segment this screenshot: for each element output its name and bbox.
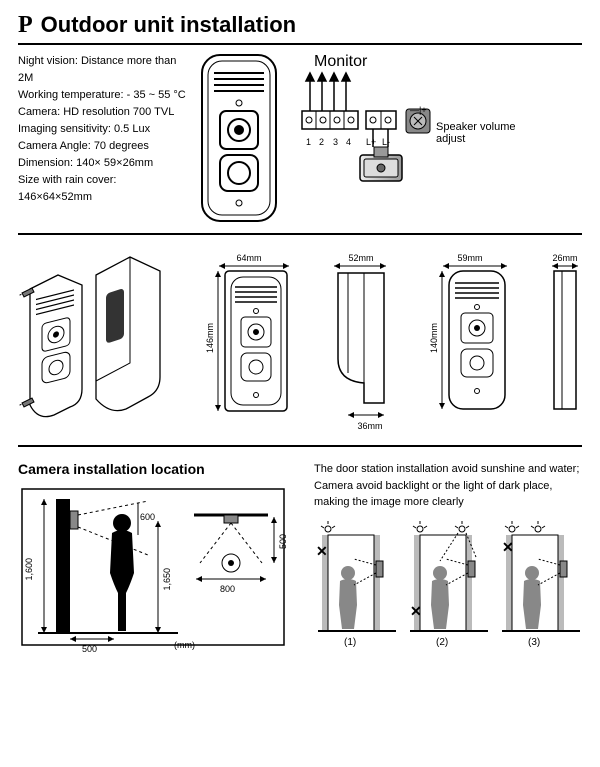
section-title: Outdoor unit installation: [41, 12, 296, 38]
bad-mark-icon: ✕: [502, 537, 514, 558]
exploded-view: [18, 253, 168, 431]
monitor-label: Monitor: [314, 53, 582, 71]
camera-install-diagram: [18, 485, 288, 650]
spec-line: Working temperature: - 35 ~ 55 °C: [18, 87, 188, 104]
front-dimension-view-2: 59mm 140mm: [429, 253, 511, 431]
dimension-drawings: 64mm 146mm: [18, 245, 582, 447]
camera-install-heading: Camera installation location: [18, 461, 298, 477]
side-dimension-view: 52mm 36mm: [330, 253, 392, 431]
wiring-diagram: Monitor: [290, 53, 582, 223]
install-note: The door station installation avoid suns…: [314, 461, 584, 511]
page-title-row: P Outdoor unit installation: [18, 12, 582, 45]
side-dimension-view-2: 26mm: [548, 253, 582, 431]
spec-line: Camera: HD resolution 700 TVL: [18, 104, 188, 121]
spec-line: Night vision: Distance more than 2M: [18, 53, 188, 87]
spec-line: Camera Angle: 70 degrees: [18, 138, 188, 155]
camera-installation-section: Camera installation location: [18, 461, 582, 651]
bad-mark-icon: ✕: [410, 601, 422, 622]
install-scenarios-diagram: [314, 521, 584, 651]
spec-line: Imaging sensitivity: 0.5 Lux: [18, 121, 188, 138]
device-front-drawing: [198, 53, 280, 223]
install-note-column: The door station installation avoid suns…: [314, 461, 584, 651]
spec-line: Size with rain cover: 146×64×52mm: [18, 172, 188, 206]
specs-and-wiring-section: Night vision: Distance more than 2M Work…: [18, 53, 582, 235]
front-dimension-view: 64mm 146mm: [205, 253, 293, 431]
speaker-volume-label: Speaker volume adjust: [436, 121, 546, 145]
spec-line: Dimension: 140× 59×26mm: [18, 155, 188, 172]
bad-mark-icon: ✕: [316, 541, 328, 562]
section-letter: P: [18, 12, 33, 39]
spec-list: Night vision: Distance more than 2M Work…: [18, 53, 188, 223]
